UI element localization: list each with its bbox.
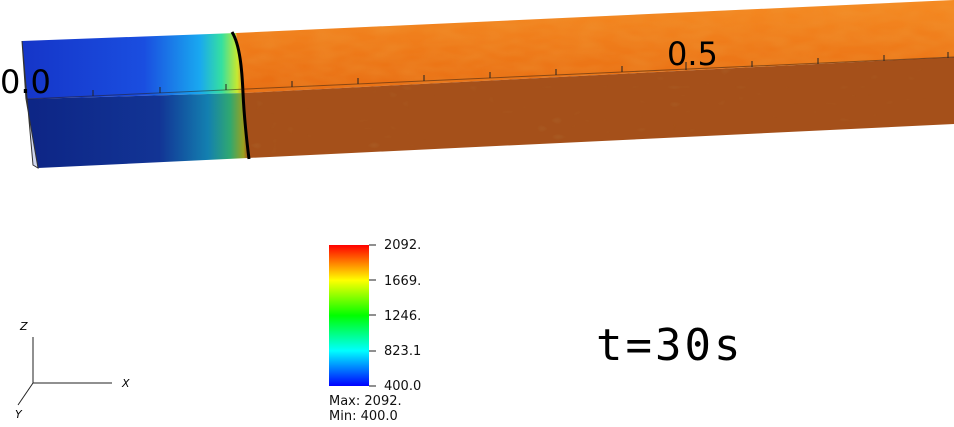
axis-tick-label-start: 0.0 <box>0 63 51 101</box>
rod-hot-top-texture <box>236 0 954 93</box>
stats-max-label: Max: <box>329 394 361 409</box>
orientation-axes <box>17 337 112 406</box>
axis-tick-label-mid: 0.5 <box>667 35 718 73</box>
axis-letter-y: Y <box>15 408 22 421</box>
time-label: t=30s <box>596 320 744 371</box>
legend-stats: Max: 2092. Min: 400.0 <box>329 394 402 425</box>
rod-cold-side-face <box>26 93 248 168</box>
rod-end-face <box>21 40 39 169</box>
legend-label-max: 2092. <box>384 238 422 253</box>
legend-label-mid: 1246. <box>384 309 422 324</box>
stats-min-value: 400.0 <box>360 408 398 424</box>
rod-hot-side-texture <box>244 57 954 158</box>
axis-letter-z: Z <box>20 320 28 333</box>
legend-label-upper: 1669. <box>384 274 422 289</box>
stats-min-label: Min: <box>329 408 357 424</box>
axis-letter-x: X <box>122 377 130 390</box>
legend-color-bar <box>329 245 369 386</box>
rod-cold-top-face <box>22 33 244 99</box>
axis-ruler-ticks <box>25 52 949 99</box>
legend-ticks <box>369 244 376 387</box>
legend-label-min: 400.0 <box>384 379 422 394</box>
stats-min-row: Min: 400.0 <box>329 408 402 425</box>
melt-front-line <box>230 31 251 160</box>
stats-max-value: 2092. <box>364 394 402 409</box>
stats-max-row: Max: 2092. <box>329 394 402 410</box>
legend-label-lower: 823.1 <box>384 344 422 359</box>
